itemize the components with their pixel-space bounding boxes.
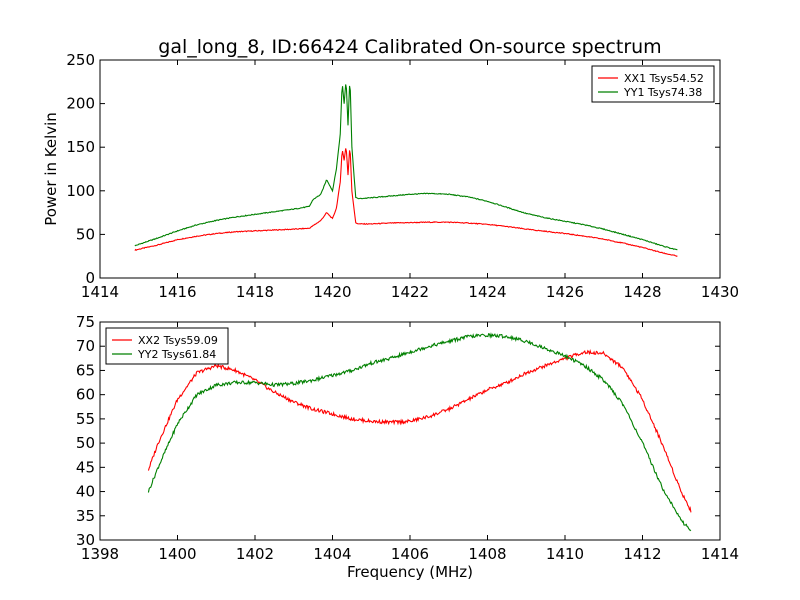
bottom-xlabel: Frequency (MHz) — [347, 563, 473, 581]
top-ytick-label: 200 — [66, 95, 95, 113]
bottom-series-line-2 — [147, 332, 692, 532]
chart-title: gal_long_8, ID:66424 Calibrated On-sourc… — [158, 36, 661, 58]
bottom-panel: 1398 1400 1402 1404 1406 1408 1410 1412 1414 30 35… — [76, 313, 739, 581]
bottom-ytick-label: 30 — [76, 531, 95, 549]
bottom-ytick-label: 50 — [76, 434, 95, 452]
bottom-xtick-label: 1412 — [623, 545, 661, 563]
bottom-xtick-label: 1410 — [546, 545, 584, 563]
top-ytick-label: 0 — [85, 269, 95, 287]
bottom-xtick-label: 1400 — [158, 545, 196, 563]
bottom-legend-box — [105, 327, 229, 365]
bottom-xtick-label: 1404 — [313, 545, 351, 563]
top-panel: 1414 1416 1418 1420 1422 1424 1426 1428 1430 0 50 1… — [42, 51, 739, 301]
bottom-legend-label-2: YY2 Tsys61.84 — [137, 348, 216, 361]
bottom-legend-label-1: XX2 Tsys59.09 — [138, 334, 218, 347]
top-xtick-label: 1420 — [313, 283, 351, 301]
top-series-group — [134, 84, 678, 257]
top-legend-box — [591, 65, 715, 103]
bottom-xtick-label: 1402 — [236, 545, 274, 563]
bottom-xtick-label: 1406 — [391, 545, 429, 563]
bottom-xtick-label: 1408 — [468, 545, 506, 563]
top-xtick-label: 1416 — [158, 283, 196, 301]
bottom-ytick-label: 35 — [76, 507, 95, 525]
top-xtick-label: 1424 — [468, 283, 506, 301]
bottom-xtick-label: 1414 — [701, 545, 739, 563]
top-ylabel: Power in Kelvin — [42, 112, 60, 226]
top-ytick-label: 250 — [66, 51, 95, 69]
bottom-ytick-label: 70 — [76, 337, 95, 355]
bottom-series-group — [147, 332, 692, 532]
bottom-series-line-1 — [147, 349, 692, 513]
bottom-ytick-label: 40 — [76, 483, 95, 501]
top-xtick-label: 1426 — [546, 283, 584, 301]
top-ytick-label: 150 — [66, 138, 95, 156]
top-series-line-2 — [134, 84, 678, 251]
bottom-ytick-label: 45 — [76, 458, 95, 476]
top-series-line-1 — [134, 148, 678, 257]
top-legend-label-2: YY1 Tsys74.38 — [623, 86, 702, 99]
top-xtick-label: 1422 — [391, 283, 429, 301]
bottom-ytick-label: 75 — [76, 313, 95, 331]
top-xtick-label: 1428 — [623, 283, 661, 301]
top-xtick-label: 1414 — [81, 283, 119, 301]
top-ytick-label: 100 — [66, 182, 95, 200]
top-xtick-label: 1430 — [701, 283, 739, 301]
bottom-ytick-label: 60 — [76, 386, 95, 404]
bottom-xtick-label: 1398 — [81, 545, 119, 563]
bottom-ytick-label: 65 — [76, 361, 95, 379]
top-xtick-label: 1418 — [236, 283, 274, 301]
top-legend-label-1: XX1 Tsys54.52 — [624, 72, 704, 85]
bottom-ytick-label: 55 — [76, 410, 95, 428]
top-ytick-label: 50 — [76, 225, 95, 243]
